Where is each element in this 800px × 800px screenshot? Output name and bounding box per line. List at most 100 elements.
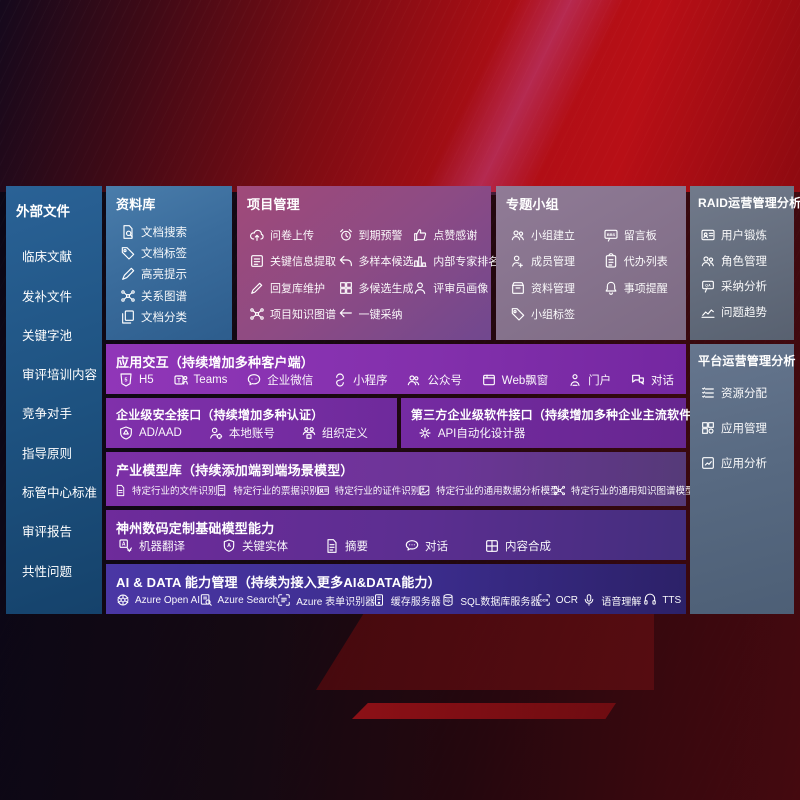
feature-label: 对话 xyxy=(425,541,448,553)
feature-label: 公众号 xyxy=(427,375,462,387)
ad-shield-icon xyxy=(118,425,134,441)
feature-item: 点赞感谢 xyxy=(412,227,481,243)
feature-label: Azure 表单识别器 xyxy=(296,596,376,608)
graph-icon xyxy=(120,288,136,304)
feature-label: 关键实体 xyxy=(242,541,288,553)
feature-label: 企业微信 xyxy=(267,375,314,387)
feature-item: 摘要 xyxy=(324,538,368,554)
feature-item: 高亮提示 xyxy=(120,266,224,282)
feature-label: 小组标签 xyxy=(531,308,575,321)
official-account-icon xyxy=(406,372,422,388)
board-layout: 外部文件 临床文献 发补文件 关键字池 审评培训内容 竞争对手 指导原则 标管中心标准 审评报… xyxy=(6,186,800,614)
sidebar-item: 竞争对手 xyxy=(22,407,73,422)
feature-label: SQL数据库服务器 xyxy=(460,596,541,608)
band-title: 第三方企业级软件接口（持续增加多种企业主流软件接口） xyxy=(410,408,729,422)
top-row: 资料库 文档搜索 文档标签 高亮提示 关系图谱 文档分类 项目管理 问卷上传 到期预警 点赞… xyxy=(106,186,686,340)
feature-label: Azure Open AI xyxy=(135,594,201,606)
feature-item: 内容合成 xyxy=(484,538,551,554)
person-add-icon xyxy=(510,253,526,269)
api-gear-icon xyxy=(417,425,433,441)
portal-icon xyxy=(567,372,583,388)
feature-item: 关键信息提取 xyxy=(249,253,336,269)
feature-label: 对话 xyxy=(650,375,674,387)
feature-label: AD/AAD xyxy=(139,427,182,439)
miniprogram-icon xyxy=(332,372,348,388)
feature-item: 特定行业的证件识别 xyxy=(317,483,420,497)
feature-item: API自动化设计器 xyxy=(417,425,525,441)
feature-item: AD/AAD xyxy=(118,425,182,441)
svg-text:A: A xyxy=(122,542,126,548)
feature-label: 门户 xyxy=(588,375,612,387)
feature-item: 用户锻炼 xyxy=(700,227,786,243)
highlight-pen-icon xyxy=(120,266,136,282)
panel-title: 项目管理 xyxy=(247,197,300,212)
trend-icon xyxy=(700,304,716,320)
feature-item: 对话 xyxy=(630,372,674,388)
h5-icon: 5 xyxy=(118,372,134,388)
thirdparty-software-band: 第三方企业级软件接口（持续增加多种企业主流软件接口） API自动化设计器 xyxy=(400,398,729,448)
svg-text:BBS: BBS xyxy=(607,232,616,237)
project-management-panel: 项目管理 问卷上传 到期预警 点赞感谢 关键信息提取 多样本候选 内部专家排名 回复库维护 多… xyxy=(237,186,499,340)
sidebar-item: 标管中心标准 xyxy=(22,486,98,501)
id-card-icon xyxy=(700,227,716,243)
feature-label: 摘要 xyxy=(345,541,368,553)
adopt-arrow-icon xyxy=(338,306,354,322)
sidebar-item: 发补文件 xyxy=(22,289,73,304)
feature-item: 多样本候选 xyxy=(338,253,414,269)
feature-item: 成员管理 xyxy=(510,253,599,269)
thirdparty-items: API自动化设计器 xyxy=(401,423,686,448)
feature-label: 组织定义 xyxy=(321,428,368,440)
feature-item: 缓存服务器 xyxy=(372,593,441,608)
bbs-icon: BBS xyxy=(603,227,619,243)
raid-analysis-panel: RAID运营管理分析 用户锻炼 角色管理 QA 采纳分析 问题趋势 xyxy=(690,186,800,340)
feature-item: 特定行业的文件识别 xyxy=(114,483,218,497)
feature-item: 小组标签 xyxy=(510,306,599,322)
feature-label: 本地账号 xyxy=(228,428,275,440)
feature-label: 事项提醒 xyxy=(623,282,668,295)
feature-item: 回复库维护 xyxy=(249,280,332,296)
data-model-icon xyxy=(418,484,431,497)
alarm-icon xyxy=(338,227,354,243)
feature-item: A 机器翻译 xyxy=(118,538,185,554)
platform-analysis-panel: 平台运营管理分析 资源分配 应用管理 应用分析 xyxy=(690,344,795,614)
entity-icon: A xyxy=(221,538,237,554)
security-items: AD/AAD 本地账号 组织定义 xyxy=(106,423,397,448)
feature-item: 评审员画像 xyxy=(412,280,488,296)
feature-label: 特定行业的票据识别 xyxy=(233,486,319,497)
sidebar-item: 临床文献 xyxy=(22,250,73,265)
archive-icon xyxy=(510,280,526,296)
interaction-items: 5 H5 T Teams 企业微信 小程序 公众号 Web飘窗 门户 对话 xyxy=(106,371,686,394)
feature-label: 特定行业的证件识别 xyxy=(334,486,421,497)
bell-icon xyxy=(603,280,619,296)
digitalchina-model-band: 神州数码定制基础模型能力 A 机器翻译 A 关键实体 摘要 对话 内容合成 xyxy=(106,510,686,560)
feature-item: 对话 xyxy=(404,538,448,554)
feature-item: 资料管理 xyxy=(510,280,599,296)
panel-title: 资料库 xyxy=(116,197,156,212)
tag-icon xyxy=(120,245,136,261)
feature-item: Azure Open AI xyxy=(116,593,200,607)
monitor-stand-shape xyxy=(316,614,654,690)
form-recognizer-icon xyxy=(277,593,291,607)
sidebar-item: 审评培训内容 xyxy=(22,368,98,383)
feature-item: OCR OCR xyxy=(537,593,578,607)
feature-item: A 关键实体 xyxy=(221,538,288,554)
doc-extract-icon xyxy=(249,253,265,269)
feature-label: 多样本候选 xyxy=(358,256,414,269)
feature-item: 应用管理 xyxy=(700,420,788,436)
feature-label: 应用分析 xyxy=(721,458,767,470)
feature-item: Azure 表单识别器 xyxy=(277,593,375,608)
feature-item: 一键采纳 xyxy=(338,306,407,322)
feature-item: 门户 xyxy=(567,372,611,388)
feature-label: 多候选生成 xyxy=(358,282,414,295)
feature-item: 特定行业的通用知识图谱模型 xyxy=(553,483,695,497)
feature-item: 事项提醒 xyxy=(603,280,680,296)
band-title: 企业级安全接口（持续增加多种认证） xyxy=(116,408,324,422)
list-icon xyxy=(700,385,716,401)
feature-item: 文档标签 xyxy=(120,245,224,261)
band-title: 应用交互（持续增加多种客户端） xyxy=(116,355,315,370)
feature-label: 资源分配 xyxy=(721,388,767,400)
speech-icon xyxy=(582,593,596,607)
main-column: 资料库 文档搜索 文档标签 高亮提示 关系图谱 文档分类 项目管理 问卷上传 到期预警 点赞… xyxy=(106,186,729,614)
topic-group-panel: 专题小组 小组建立 BBS 留言板 成员管理 代办列表 资料管理 事项提醒 小组标签 xyxy=(496,186,686,340)
feature-item: 文档搜索 xyxy=(120,224,224,240)
